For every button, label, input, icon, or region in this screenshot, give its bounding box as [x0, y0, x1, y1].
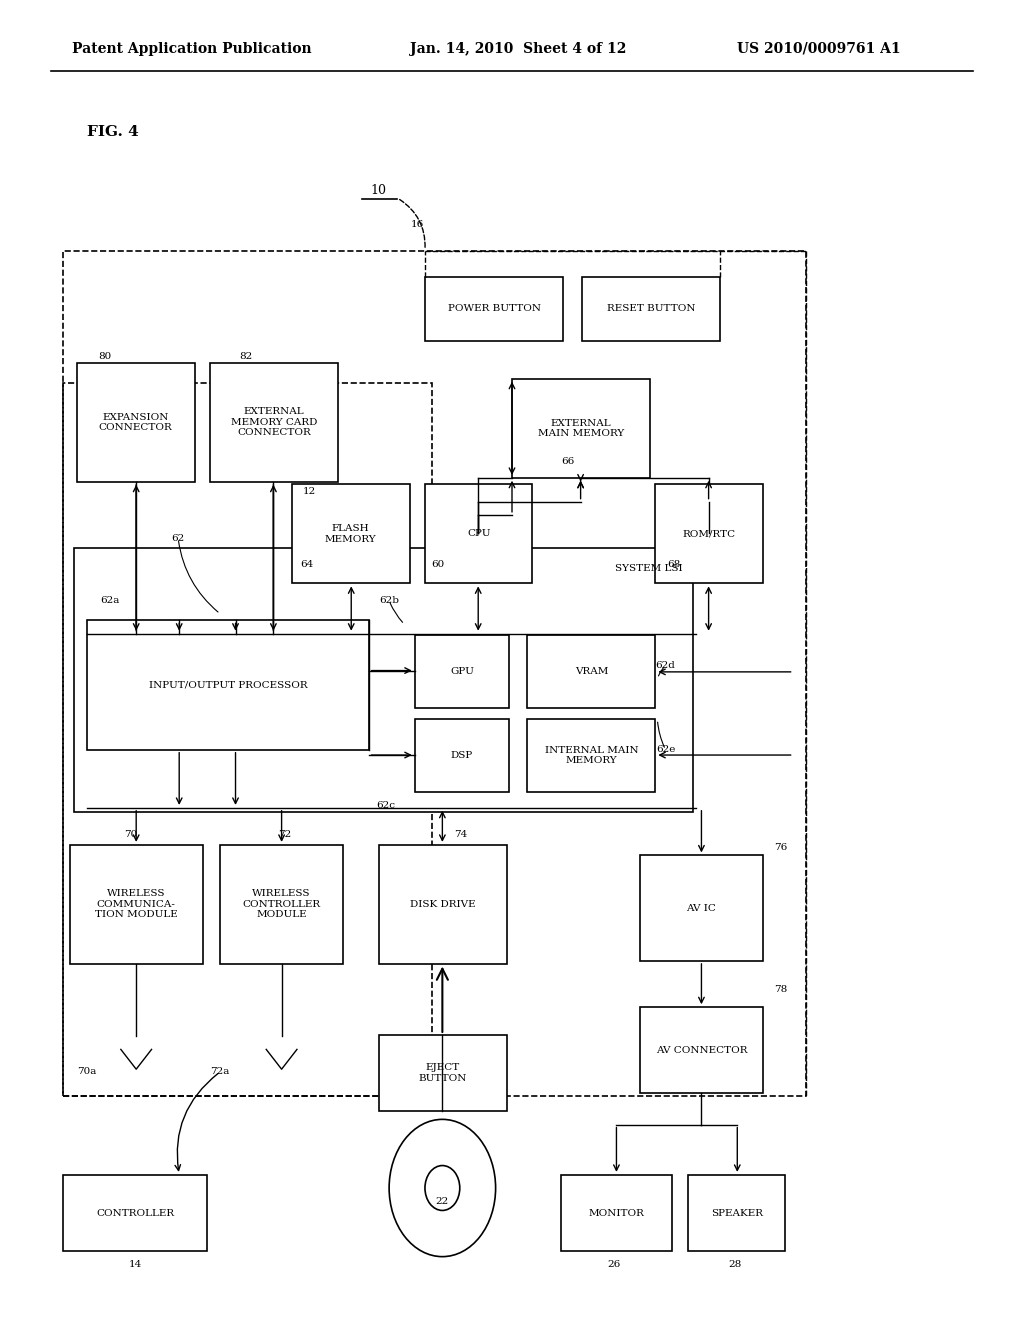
Text: 64: 64: [301, 561, 313, 569]
Text: INPUT/OUTPUT PROCESSOR: INPUT/OUTPUT PROCESSOR: [148, 681, 307, 689]
Text: 16: 16: [412, 220, 424, 228]
Text: 72a: 72a: [211, 1068, 229, 1076]
Text: 60: 60: [432, 561, 444, 569]
Text: EXPANSION
CONNECTOR: EXPANSION CONNECTOR: [98, 413, 173, 432]
Text: DISK DRIVE: DISK DRIVE: [410, 900, 476, 908]
Bar: [582, 277, 720, 341]
Text: 74: 74: [455, 830, 467, 838]
Text: 28: 28: [729, 1261, 741, 1269]
Text: FLASH
MEMORY: FLASH MEMORY: [325, 524, 377, 544]
Bar: [640, 855, 763, 961]
Bar: [63, 1175, 207, 1251]
Text: 80: 80: [98, 352, 111, 360]
Text: 62a: 62a: [100, 597, 119, 605]
Text: AV IC: AV IC: [686, 904, 717, 912]
Text: 62: 62: [172, 535, 184, 543]
Text: 70a: 70a: [78, 1068, 96, 1076]
Bar: [379, 1035, 507, 1111]
Text: 68: 68: [668, 561, 680, 569]
Text: VRAM: VRAM: [574, 667, 608, 676]
Text: EXTERNAL
MEMORY CARD
CONNECTOR: EXTERNAL MEMORY CARD CONNECTOR: [230, 408, 317, 437]
Text: 72: 72: [279, 830, 291, 838]
Text: EXTERNAL
MAIN MEMORY: EXTERNAL MAIN MEMORY: [538, 418, 625, 438]
Text: 26: 26: [608, 1261, 621, 1269]
Text: GPU: GPU: [450, 667, 474, 676]
Text: 62c: 62c: [377, 801, 395, 809]
Bar: [527, 719, 655, 792]
Text: 70: 70: [125, 830, 137, 838]
Text: CONTROLLER: CONTROLLER: [96, 1209, 174, 1217]
Text: 76: 76: [774, 843, 786, 851]
Text: 78: 78: [774, 986, 786, 994]
Bar: [379, 845, 507, 964]
Text: 12: 12: [303, 487, 315, 495]
Bar: [70, 845, 203, 964]
Text: Patent Application Publication: Patent Application Publication: [72, 42, 311, 55]
Text: MONITOR: MONITOR: [589, 1209, 644, 1217]
Bar: [688, 1175, 785, 1251]
Text: INTERNAL MAIN
MEMORY: INTERNAL MAIN MEMORY: [545, 746, 638, 766]
Bar: [655, 484, 763, 583]
Text: 22: 22: [436, 1197, 449, 1205]
Bar: [640, 1007, 763, 1093]
Text: FIG. 4: FIG. 4: [87, 125, 139, 139]
Text: 62e: 62e: [656, 746, 675, 754]
Text: 62b: 62b: [379, 597, 399, 605]
Text: CPU: CPU: [467, 529, 490, 539]
Text: WIRELESS
COMMUNICA-
TION MODULE: WIRELESS COMMUNICA- TION MODULE: [95, 890, 177, 919]
Text: EJECT
BUTTON: EJECT BUTTON: [419, 1064, 467, 1082]
Text: AV CONNECTOR: AV CONNECTOR: [655, 1045, 748, 1055]
Bar: [63, 383, 432, 1096]
Bar: [425, 484, 532, 583]
Text: SPEAKER: SPEAKER: [711, 1209, 763, 1217]
Text: POWER BUTTON: POWER BUTTON: [447, 305, 541, 313]
Text: DSP: DSP: [451, 751, 473, 760]
Text: ROM/RTC: ROM/RTC: [683, 529, 735, 539]
Text: US 2010/0009761 A1: US 2010/0009761 A1: [737, 42, 901, 55]
Text: 66: 66: [562, 458, 574, 466]
Bar: [220, 845, 343, 964]
Bar: [87, 620, 369, 750]
Bar: [74, 548, 693, 812]
Text: 10: 10: [371, 183, 387, 197]
Bar: [415, 635, 509, 708]
Bar: [512, 379, 650, 478]
Text: 62d: 62d: [655, 661, 676, 669]
Text: RESET BUTTON: RESET BUTTON: [606, 305, 695, 313]
Bar: [415, 719, 509, 792]
Text: 14: 14: [129, 1261, 141, 1269]
Bar: [77, 363, 195, 482]
Text: Jan. 14, 2010  Sheet 4 of 12: Jan. 14, 2010 Sheet 4 of 12: [410, 42, 626, 55]
Bar: [527, 635, 655, 708]
Bar: [425, 277, 563, 341]
Text: SYSTEM LSI: SYSTEM LSI: [615, 564, 683, 573]
Bar: [63, 251, 806, 1096]
Bar: [210, 363, 338, 482]
Text: WIRELESS
CONTROLLER
MODULE: WIRELESS CONTROLLER MODULE: [243, 890, 321, 919]
Text: 82: 82: [240, 352, 252, 360]
Bar: [292, 484, 410, 583]
Bar: [561, 1175, 672, 1251]
